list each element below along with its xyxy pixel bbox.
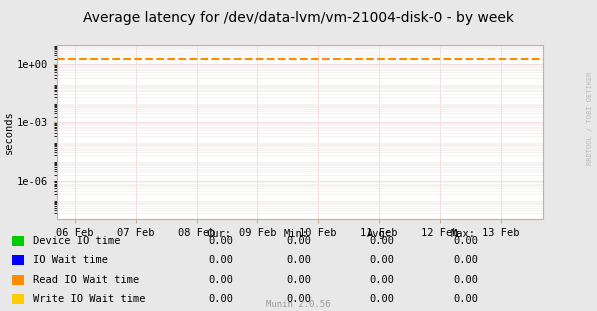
Text: 0.00: 0.00 [370, 275, 395, 285]
Text: 0.00: 0.00 [370, 236, 395, 246]
Text: 0.00: 0.00 [286, 294, 311, 304]
Text: Cur:: Cur: [206, 229, 231, 239]
Text: 0.00: 0.00 [453, 255, 478, 265]
Text: RRDTOOL / TOBI OETIKER: RRDTOOL / TOBI OETIKER [587, 72, 593, 165]
Text: Average latency for /dev/data-lvm/vm-21004-disk-0 - by week: Average latency for /dev/data-lvm/vm-210… [83, 11, 514, 25]
Text: 0.00: 0.00 [208, 275, 233, 285]
Text: 0.00: 0.00 [370, 294, 395, 304]
Text: 0.00: 0.00 [453, 236, 478, 246]
Text: Write IO Wait time: Write IO Wait time [33, 294, 145, 304]
Text: Device IO time: Device IO time [33, 236, 121, 246]
Text: 0.00: 0.00 [208, 294, 233, 304]
Text: Read IO Wait time: Read IO Wait time [33, 275, 139, 285]
Text: 0.00: 0.00 [208, 236, 233, 246]
Text: 0.00: 0.00 [370, 255, 395, 265]
Y-axis label: seconds: seconds [4, 110, 14, 154]
Text: 0.00: 0.00 [286, 236, 311, 246]
Text: IO Wait time: IO Wait time [33, 255, 108, 265]
Text: Avg:: Avg: [367, 229, 392, 239]
Text: 0.00: 0.00 [286, 275, 311, 285]
Text: Min:: Min: [284, 229, 309, 239]
Text: Max:: Max: [451, 229, 476, 239]
Text: 0.00: 0.00 [453, 294, 478, 304]
Text: 0.00: 0.00 [453, 275, 478, 285]
Text: Munin 2.0.56: Munin 2.0.56 [266, 299, 331, 309]
Text: 0.00: 0.00 [208, 255, 233, 265]
Text: 0.00: 0.00 [286, 255, 311, 265]
